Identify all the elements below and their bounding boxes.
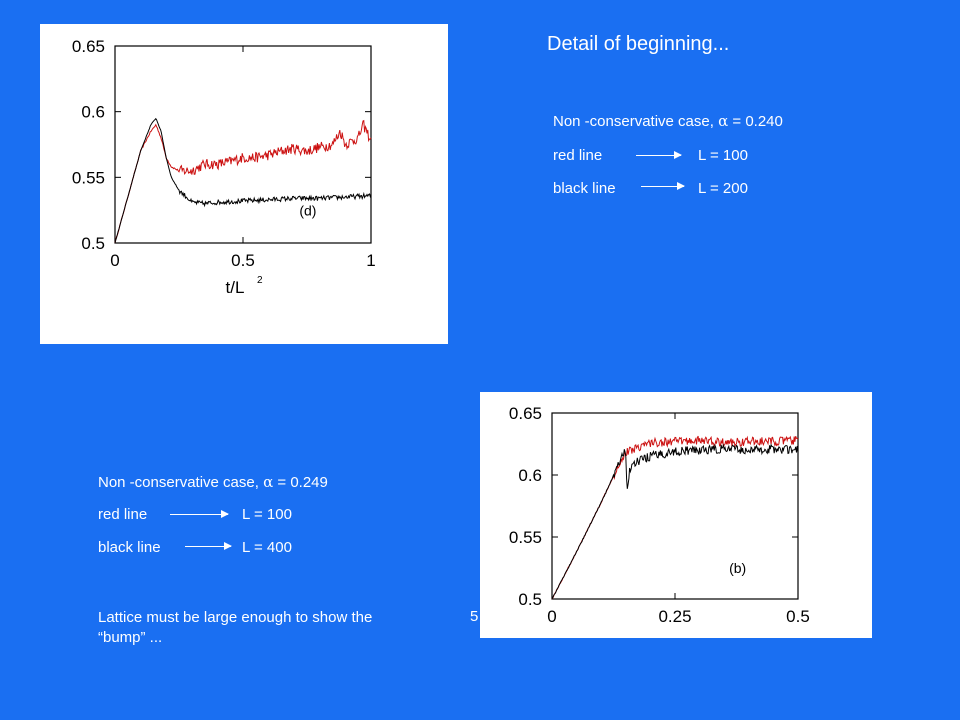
- y-tick-label: 0.55: [509, 528, 542, 547]
- y-tick-label: 0.5: [518, 590, 542, 609]
- black-line-value-bottom: L = 400: [242, 539, 292, 556]
- alpha-symbol: α: [263, 473, 274, 491]
- case-line-top: Non -conservative case, α = 0.240: [553, 112, 783, 131]
- y-tick-label: 0.65: [509, 404, 542, 423]
- arrow-icon: [170, 510, 229, 518]
- y-tick-label: 0.5: [81, 234, 105, 253]
- x-tick-label: 0: [110, 251, 119, 270]
- y-tick-label: 0.6: [81, 103, 105, 122]
- black-line-label-bottom: black line: [98, 539, 161, 556]
- alpha-symbol: α: [718, 112, 729, 130]
- y-tick-label: 0.6: [518, 466, 542, 485]
- x-tick-label: 0.5: [786, 607, 810, 626]
- x-axis-label: t/L: [226, 278, 245, 297]
- red-line-value-bottom: L = 100: [242, 506, 292, 523]
- chart-panel-b: 0.5 0.55 0.6 0.65 0 0.25 0.5 (b): [480, 392, 872, 638]
- black-line-label-top: black line: [553, 180, 616, 197]
- chart-d-svg: 0.5 0.55 0.6 0.65 0 0.5 1 (d) t/L 2: [72, 37, 376, 297]
- panel-label: (b): [729, 560, 746, 576]
- case-value: = 0.240: [728, 113, 783, 130]
- red-line-label-bottom: red line: [98, 506, 148, 523]
- arrow-icon: [185, 542, 232, 550]
- plot-frame: [114, 45, 372, 244]
- black-series-line: [114, 117, 372, 244]
- x-tick-label: 0.5: [231, 251, 255, 270]
- x-tick-label: 1: [366, 251, 375, 270]
- case-line-bottom: Non -conservative case, α = 0.249: [98, 473, 328, 492]
- case-prefix: Non -conservative case,: [553, 113, 719, 130]
- black-line-value-top: L = 200: [698, 180, 748, 197]
- x-axis-label-exponent: 2: [257, 275, 263, 286]
- black-series-line: [551, 443, 799, 600]
- panel-label: (d): [299, 202, 316, 218]
- case-value: = 0.249: [273, 474, 328, 491]
- y-tick-label: 0.55: [72, 168, 105, 187]
- x-tick-label: 0: [547, 607, 556, 626]
- chart-panel-d: 0.5 0.55 0.6 0.65 0 0.5 1 (d) t/L 2: [40, 24, 448, 344]
- case-prefix: Non -conservative case,: [98, 474, 264, 491]
- red-line-label-top: red line: [553, 147, 603, 164]
- red-series-line: [551, 435, 799, 600]
- chart-b-svg: 0.5 0.55 0.6 0.65 0 0.25 0.5 (b): [509, 404, 810, 626]
- arrow-icon: [636, 151, 682, 159]
- arrow-icon: [641, 182, 685, 190]
- y-tick-label: 0.65: [72, 37, 105, 56]
- note-text: Lattice must be large enough to show the…: [98, 609, 373, 646]
- red-line-value-top: L = 100: [698, 147, 748, 164]
- x-tick-label: 0.25: [658, 607, 691, 626]
- stray-character: 5: [470, 608, 479, 625]
- red-series-line: [114, 119, 372, 244]
- slide-title: Detail of beginning...: [547, 33, 730, 55]
